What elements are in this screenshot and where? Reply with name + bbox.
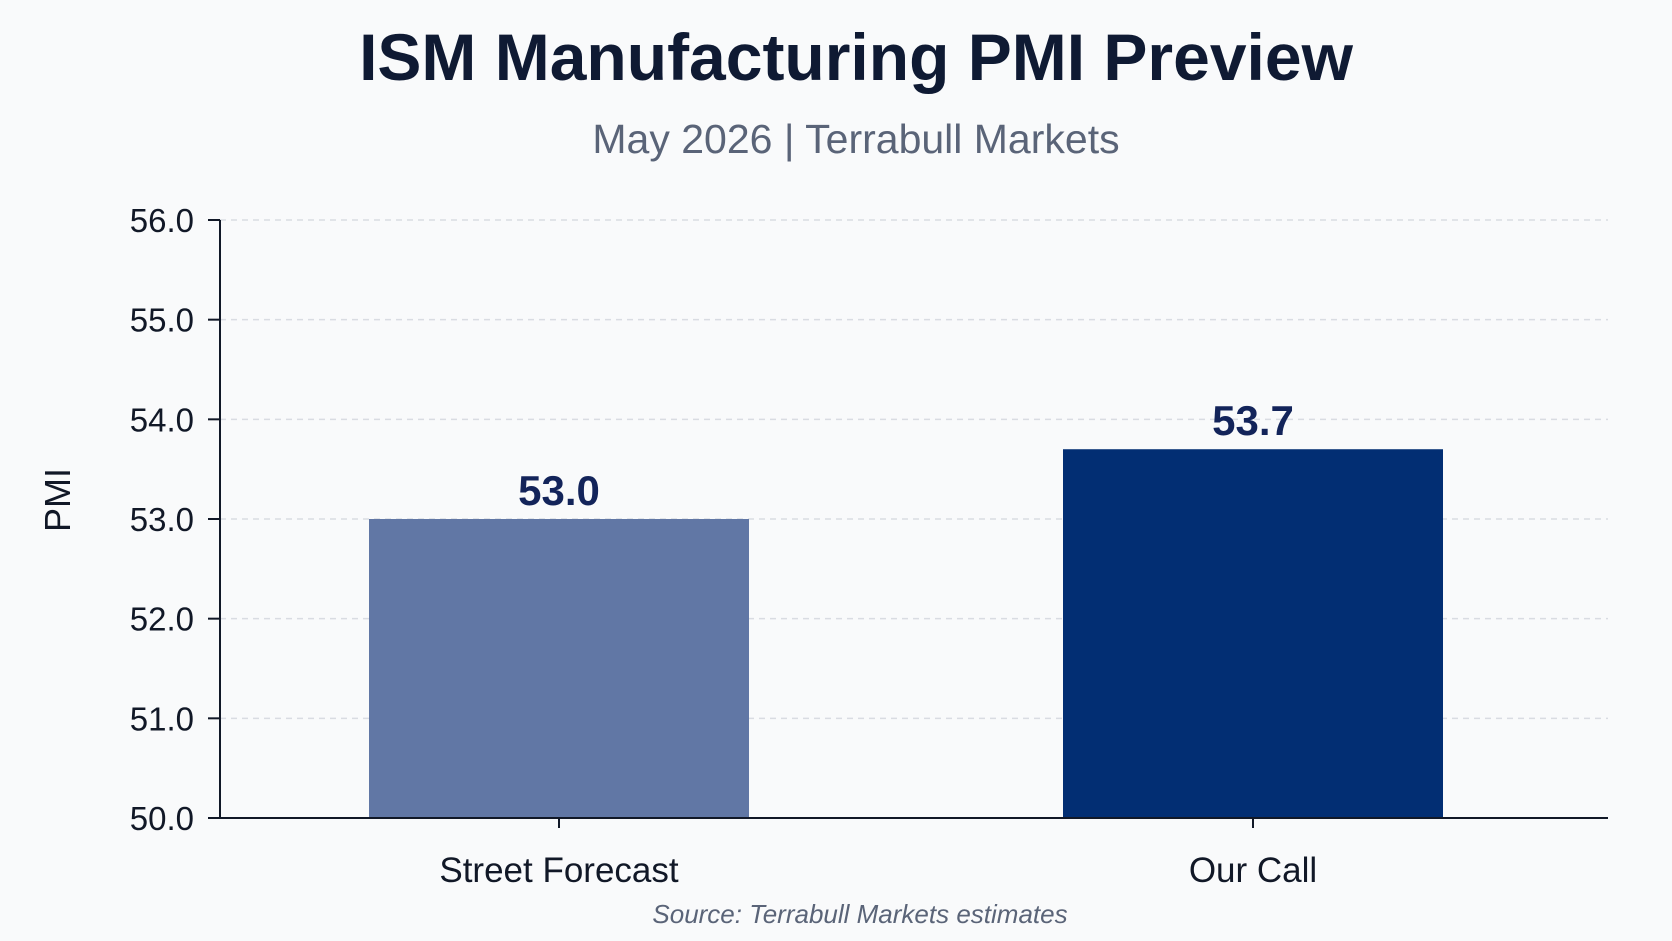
y-tick-label: 50.0 (130, 800, 194, 837)
bar (1063, 449, 1443, 818)
y-tick-label: 56.0 (130, 202, 194, 239)
y-axis-ticks: 50.0 51.0 52.0 53.0 54.0 55.0 56.0 (130, 202, 220, 837)
bar-data-label: 53.0 (518, 467, 600, 514)
x-tick-label: Our Call (1189, 851, 1317, 890)
bar-data-label: 53.7 (1212, 397, 1294, 444)
bar (369, 519, 749, 818)
y-tick-label: 55.0 (130, 302, 194, 339)
axes (219, 220, 1608, 819)
x-axis-labels: Street Forecast Our Call (439, 818, 1317, 890)
chart-subtitle: May 2026 | Terrabull Markets (592, 116, 1119, 162)
y-tick-label: 53.0 (130, 501, 194, 538)
data-labels: 53.0 53.7 (518, 397, 1294, 514)
chart-title: ISM Manufacturing PMI Preview (359, 20, 1353, 94)
y-tick-label: 51.0 (130, 700, 194, 737)
bars (369, 449, 1443, 818)
x-tick-label: Street Forecast (439, 851, 679, 890)
y-axis-label: PMI (37, 468, 78, 532)
y-tick-label: 52.0 (130, 601, 194, 638)
source-note: Source: Terrabull Markets estimates (652, 899, 1067, 929)
y-tick-label: 54.0 (130, 401, 194, 438)
